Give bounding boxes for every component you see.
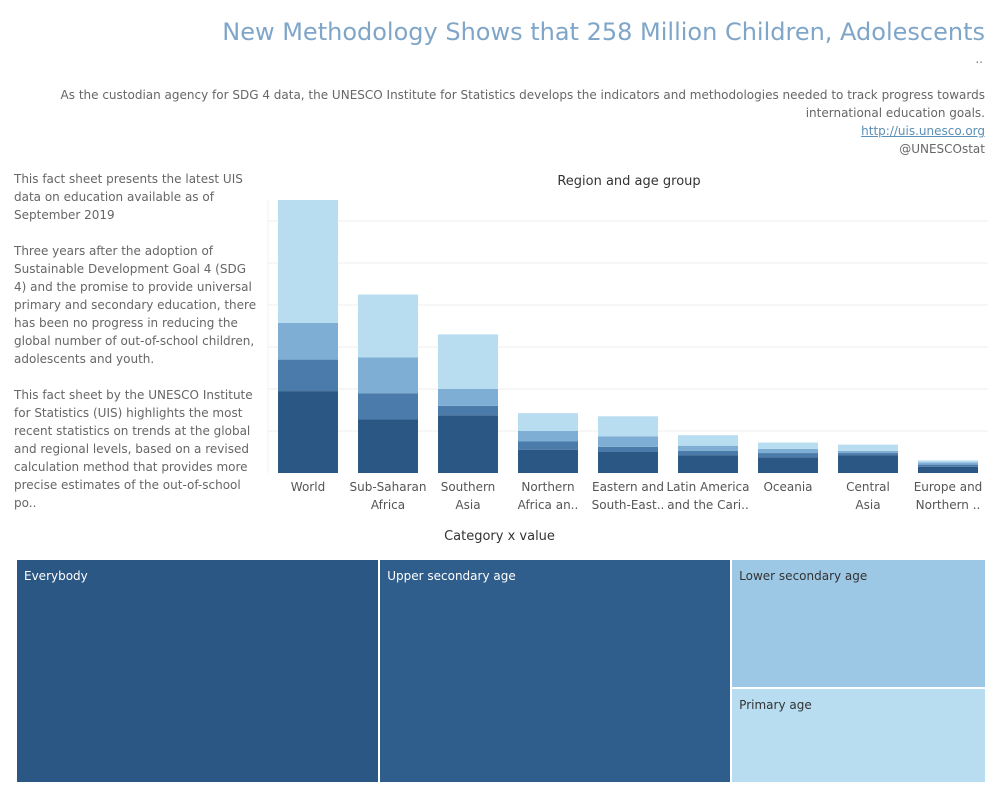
bar-segment[interactable] (358, 393, 418, 420)
bar-segment[interactable] (518, 413, 578, 431)
bar-segment[interactable] (438, 405, 498, 416)
treemap-tile[interactable]: Upper secondary age (379, 559, 732, 783)
treemap-title: Category x value (444, 529, 555, 544)
header-description: As the custodian agency for SDG 4 data, … (60, 88, 985, 120)
category-treemap: Everybody Upper secondary age Lower second… (16, 559, 986, 783)
bar-segment[interactable] (438, 389, 498, 406)
category-tick-label: Sub-Saharan Africa (350, 480, 427, 512)
bar-segment[interactable] (918, 466, 978, 473)
fact-paragraph-3: This fact sheet by the UNESCO Institute … (14, 388, 253, 510)
bar-segment[interactable] (358, 419, 418, 473)
bar-segment[interactable] (678, 445, 738, 451)
bar-segment[interactable] (838, 450, 898, 454)
bar-segment[interactable] (678, 435, 738, 446)
bar-segment[interactable] (838, 453, 898, 456)
bar-segment[interactable] (678, 450, 738, 456)
bar-segment[interactable] (918, 462, 978, 465)
bar-segment[interactable] (918, 460, 978, 463)
category-tick-label: Latin America and the Cari.. (667, 480, 750, 512)
region-bar-chart: World Sub-Saharan Africa Southern Asia Northe… (267, 200, 988, 512)
bar-segment[interactable] (598, 436, 658, 447)
fact-paragraph-2: Three years after the adoption of Sustai… (14, 244, 257, 366)
bar-segment[interactable] (758, 442, 818, 449)
bar-segment[interactable] (678, 455, 738, 473)
bar-segment[interactable] (518, 441, 578, 450)
bar-segment[interactable] (438, 415, 498, 473)
category-tick-label: Northern Africa an.. (518, 480, 579, 512)
fact-paragraph-1: This fact sheet presents the latest UIS … (14, 172, 243, 222)
bar-segment[interactable] (358, 357, 418, 394)
title-ellipsis: .. (975, 52, 983, 66)
category-tick-label: Central Asia (846, 480, 890, 512)
category-tick-label: Oceania (763, 480, 812, 494)
treemap-tile[interactable]: Everybody (16, 559, 380, 783)
category-tick-label: Southern Asia (441, 480, 496, 512)
bar-segment[interactable] (278, 359, 338, 392)
category-tick-label: World (291, 480, 325, 494)
category-tick-label: Europe and Northern .. (914, 480, 983, 512)
bar-segment[interactable] (518, 449, 578, 473)
bar-segment[interactable] (518, 431, 578, 442)
bar-segment[interactable] (758, 457, 818, 473)
bar-segment[interactable] (278, 322, 338, 360)
treemap-tile[interactable]: Primary age (731, 687, 986, 783)
uis-link[interactable]: http://uis.unesco.org (861, 124, 985, 138)
bar-chart-title: Region and age group (557, 174, 701, 189)
bar-segment[interactable] (358, 294, 418, 358)
treemap-tile[interactable]: Lower secondary age (731, 559, 986, 688)
twitter-handle: @UNESCOstat (899, 142, 985, 156)
treemap-tile-label: Upper secondary age (387, 569, 516, 583)
treemap-tile-label: Everybody (24, 569, 88, 583)
treemap-tile-label: Primary age (739, 697, 812, 712)
bar-segment[interactable] (598, 452, 658, 473)
bar-segment[interactable] (758, 448, 818, 454)
bar-segment[interactable] (838, 455, 898, 473)
treemap-tile-label: Lower secondary age (739, 569, 868, 583)
bar-segment[interactable] (918, 464, 978, 467)
bar-segment[interactable] (438, 334, 498, 389)
bar-segment[interactable] (838, 444, 898, 451)
fact-sheet-text: This fact sheet presents the latest UIS … (14, 170, 262, 530)
bar-segment[interactable] (278, 391, 338, 473)
bar-segment[interactable] (278, 200, 338, 323)
page-title: New Methodology Shows that 258 Million C… (222, 18, 985, 46)
category-tick-label: Eastern and South-East.. (592, 480, 665, 512)
bar-segment[interactable] (598, 446, 658, 452)
header-description-block: As the custodian agency for SDG 4 data, … (40, 86, 985, 158)
bar-segment[interactable] (758, 453, 818, 458)
bar-segment[interactable] (598, 416, 658, 437)
